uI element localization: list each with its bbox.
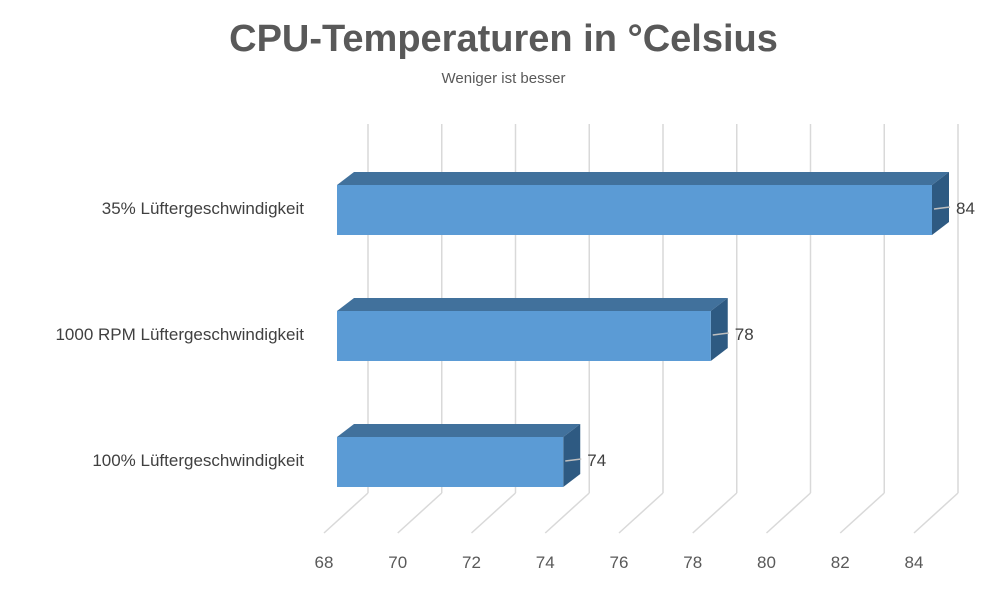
x-tick-label: 78	[683, 553, 702, 572]
bar-side-face	[563, 424, 581, 487]
chart-subtitle: Weniger ist besser	[441, 70, 566, 87]
bar-top-face	[337, 172, 949, 185]
data-label: 84	[956, 199, 975, 218]
floor-gridline	[544, 492, 590, 534]
x-tick-label: 72	[462, 553, 481, 572]
data-label: 74	[587, 451, 606, 470]
chart-title: CPU-Temperaturen in °Celsius	[229, 18, 778, 60]
x-tick-label: 76	[610, 553, 629, 572]
bar-front-face	[337, 311, 711, 361]
category-label: 100% Lüftergeschwindigkeit	[92, 451, 304, 470]
floor-gridline	[839, 492, 885, 534]
bar	[337, 172, 949, 235]
bar-layer	[337, 172, 949, 487]
x-tick-label: 84	[905, 553, 924, 572]
bar-top-face	[337, 298, 728, 311]
bar-front-face	[337, 185, 932, 235]
x-tick-label: 82	[831, 553, 850, 572]
data-label-leader	[712, 332, 729, 336]
category-label: 35% Lüftergeschwindigkeit	[102, 199, 305, 218]
label-layer: 68 70 72 74 76 78 80 82 84 84 35% Lüftergeschwindi…	[55, 199, 974, 572]
bar	[337, 424, 581, 487]
floor-gridline	[618, 492, 664, 534]
bar-side-face	[932, 172, 949, 235]
x-tick-label: 70	[388, 553, 407, 572]
bar-top-face	[337, 424, 581, 437]
data-label-leader	[565, 458, 582, 462]
floor-gridline	[765, 492, 812, 534]
x-tick-label: 80	[757, 553, 776, 572]
bar-side-face	[710, 298, 728, 361]
data-label: 78	[735, 325, 754, 344]
category-label: 1000 RPM Lüftergeschwindigkeit	[55, 325, 304, 344]
floor-gridline	[397, 492, 443, 534]
floor-gridline	[470, 492, 517, 534]
floor-gridline	[323, 492, 369, 534]
x-tick-label: 74	[536, 553, 555, 572]
data-label-leader	[933, 206, 951, 210]
bar-front-face	[337, 437, 564, 487]
x-tick-label: 68	[315, 553, 334, 572]
floor-gridline	[913, 492, 959, 534]
bar	[337, 298, 728, 361]
floor-gridline	[692, 492, 738, 534]
